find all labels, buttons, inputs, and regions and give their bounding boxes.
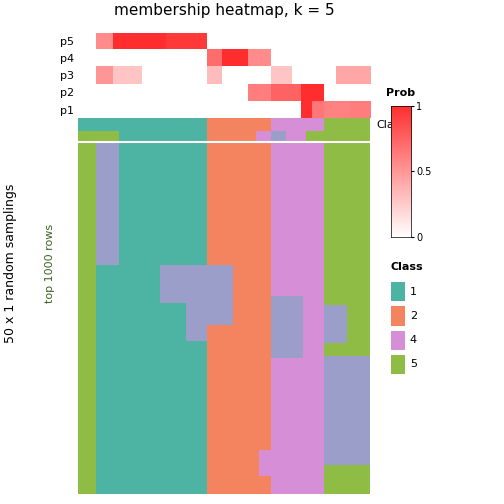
Bar [207, 118, 271, 131]
Bar [347, 465, 370, 476]
Bar [119, 142, 207, 494]
Bar [260, 451, 271, 476]
Bar [324, 356, 370, 476]
Bar [271, 118, 324, 131]
Bar [324, 305, 347, 343]
Bar [286, 131, 306, 142]
Text: 2: 2 [410, 311, 417, 321]
Bar [186, 303, 207, 342]
Text: Class: Class [391, 262, 423, 272]
Text: 5: 5 [410, 359, 417, 369]
Bar [347, 476, 370, 494]
Bar [207, 131, 257, 142]
Bar [324, 142, 370, 494]
Text: 50 x 1 random samplings: 50 x 1 random samplings [4, 183, 17, 343]
Bar [96, 265, 119, 494]
Text: 4: 4 [410, 335, 417, 345]
Bar [271, 358, 303, 476]
Bar [207, 142, 271, 494]
Bar [257, 131, 271, 142]
Bar [324, 476, 347, 494]
Bar [306, 131, 370, 142]
Text: top 1000 rows: top 1000 rows [45, 224, 55, 303]
Text: Class: Class [376, 119, 406, 130]
Bar [271, 296, 303, 358]
Bar [324, 465, 347, 476]
Bar [160, 265, 207, 303]
Bar [119, 131, 207, 142]
Text: Prob: Prob [386, 88, 415, 98]
Bar [271, 142, 324, 494]
Bar [78, 131, 96, 494]
Bar [324, 118, 370, 131]
Bar [207, 265, 233, 325]
Text: 1: 1 [410, 287, 417, 297]
Bar [78, 118, 207, 131]
Bar [303, 358, 324, 476]
Bar [96, 142, 119, 265]
Bar [96, 131, 119, 142]
Bar [271, 131, 286, 142]
Text: membership heatmap, k = 5: membership heatmap, k = 5 [114, 3, 335, 18]
